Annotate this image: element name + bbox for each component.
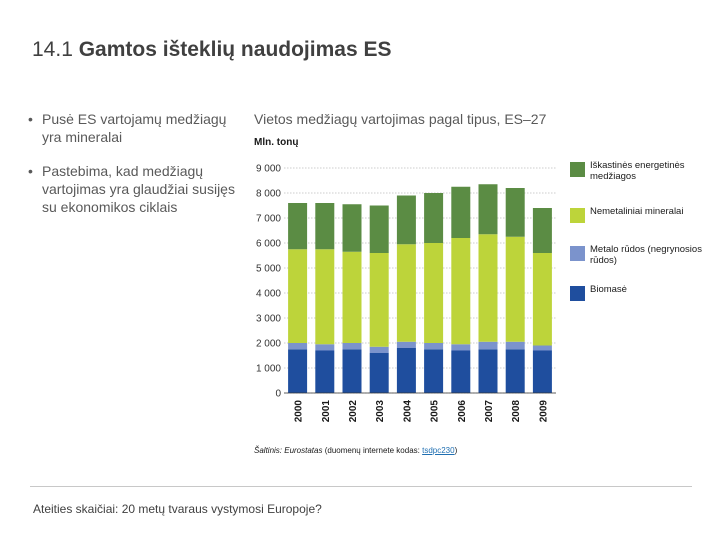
x-tick-label: 2005 xyxy=(430,400,441,423)
footer-divider xyxy=(30,486,692,487)
bullet-dot: • xyxy=(28,163,33,179)
bar-segment xyxy=(505,236,525,342)
bar-segment xyxy=(288,249,308,343)
bar-segment xyxy=(451,186,471,238)
y-tick-label: 4 000 xyxy=(256,289,281,300)
x-tick-label: 2002 xyxy=(348,400,359,423)
bar-segment xyxy=(478,341,498,350)
legend-swatch xyxy=(570,208,585,223)
bullet-item: • Pastebima, kad medžiagų vartojimas yra … xyxy=(28,162,243,216)
bar-segment xyxy=(532,345,552,351)
bar-segment xyxy=(424,349,444,393)
bar-segment xyxy=(369,205,389,253)
x-tick-label: 2008 xyxy=(511,400,522,423)
y-tick-label: 9 000 xyxy=(256,164,281,175)
bar-segment xyxy=(451,344,471,351)
bar-segment xyxy=(342,349,362,393)
bar-segment xyxy=(396,348,416,393)
bar-segment xyxy=(342,204,362,252)
source-prefix: Šaltinis: xyxy=(254,446,285,455)
y-axis-unit-label: Mln. tonų xyxy=(254,137,299,148)
y-tick-label: 0 xyxy=(275,389,281,400)
bar-segment xyxy=(532,350,552,393)
x-tick-label: 2000 xyxy=(294,400,305,423)
bar-segment xyxy=(532,208,552,253)
bar-segment xyxy=(288,343,308,350)
bar-segment xyxy=(369,253,389,347)
legend-item: Biomasė xyxy=(570,284,720,301)
x-tick-label: 2006 xyxy=(457,400,468,423)
legend-swatch xyxy=(570,246,585,261)
bullet-text: Pastebima, kad medžiagų vartojimas yra g… xyxy=(42,163,235,215)
bar-segment xyxy=(478,184,498,235)
bar-segment xyxy=(315,350,335,393)
x-tick-label: 2007 xyxy=(484,400,495,423)
source-note: Šaltinis: Eurostatas (duomenų internete … xyxy=(254,446,457,455)
bar-segment xyxy=(478,234,498,342)
bar-segment xyxy=(396,195,416,245)
bar-segment xyxy=(505,349,525,393)
legend-item: Iškastinės energetinės medžiagos xyxy=(570,160,720,182)
bar-segment xyxy=(315,203,335,250)
source-code-link[interactable]: tsdpc230 xyxy=(422,446,455,455)
bar-segment xyxy=(505,188,525,237)
y-tick-label: 5 000 xyxy=(256,264,281,275)
bar-segment xyxy=(342,343,362,350)
bar-segment xyxy=(315,249,335,345)
legend-label: Nemetaliniai mineralai xyxy=(590,206,684,217)
slide-number: 14.1 xyxy=(32,38,73,61)
bar-segment xyxy=(478,349,498,393)
x-tick-label: 2004 xyxy=(402,400,413,423)
legend-label: Iškastinės energetinės medžiagos xyxy=(590,160,685,182)
bar-segment xyxy=(451,238,471,345)
x-tick-label: 2001 xyxy=(321,400,332,423)
bullet-text: Pusė ES vartojamų medžiagų yra mineralai xyxy=(42,111,227,145)
legend-swatch xyxy=(570,162,585,177)
bar-segment xyxy=(396,244,416,342)
bar-segment xyxy=(451,350,471,393)
bar-segment xyxy=(369,353,389,393)
bar-segment xyxy=(288,203,308,250)
bar-segment xyxy=(315,344,335,351)
y-tick-label: 7 000 xyxy=(256,214,281,225)
source-middle: (duomenų internete kodas: xyxy=(322,446,423,455)
legend-label: Biomasė xyxy=(590,284,627,295)
x-tick-label: 2003 xyxy=(375,400,386,423)
legend-label: Metalo rūdos (negrynosios rūdos) xyxy=(590,244,702,266)
source-agency: Eurostatas xyxy=(284,446,323,455)
y-tick-label: 1 000 xyxy=(256,364,281,375)
bar-segment xyxy=(424,243,444,343)
footer-text: Ateities skaičiai: 20 metų tvaraus vysty… xyxy=(33,502,322,516)
legend-item: Metalo rūdos (negrynosios rūdos) xyxy=(570,244,720,266)
bar-segment xyxy=(505,341,525,350)
bar-segment xyxy=(342,251,362,343)
bar-segment xyxy=(532,253,552,346)
bar-segment xyxy=(288,349,308,393)
y-tick-label: 6 000 xyxy=(256,239,281,250)
x-tick-label: 2009 xyxy=(538,400,549,423)
slide-title-text: Gamtos išteklių naudojimas ES xyxy=(78,38,392,61)
chart-title: Vietos medžiagų vartojimas pagal tipus, … xyxy=(254,111,547,127)
legend-swatch xyxy=(570,286,585,301)
y-tick-label: 8 000 xyxy=(256,189,281,200)
bullet-list: • Pusė ES vartojamų medžiagų yra minerala… xyxy=(28,110,243,232)
slide-title: 14.1 Gamtos išteklių naudojimas ES xyxy=(32,38,391,62)
bullet-dot: • xyxy=(28,111,33,127)
y-tick-label: 2 000 xyxy=(256,339,281,350)
legend-item: Nemetaliniai mineralai xyxy=(570,206,720,223)
bullet-item: • Pusė ES vartojamų medžiagų yra minerala… xyxy=(28,110,243,146)
bar-segment xyxy=(396,341,416,348)
source-suffix: ) xyxy=(454,446,458,455)
bar-segment xyxy=(424,193,444,243)
bar-segment xyxy=(369,346,389,353)
bar-segment xyxy=(424,343,444,350)
y-tick-label: 3 000 xyxy=(256,314,281,325)
